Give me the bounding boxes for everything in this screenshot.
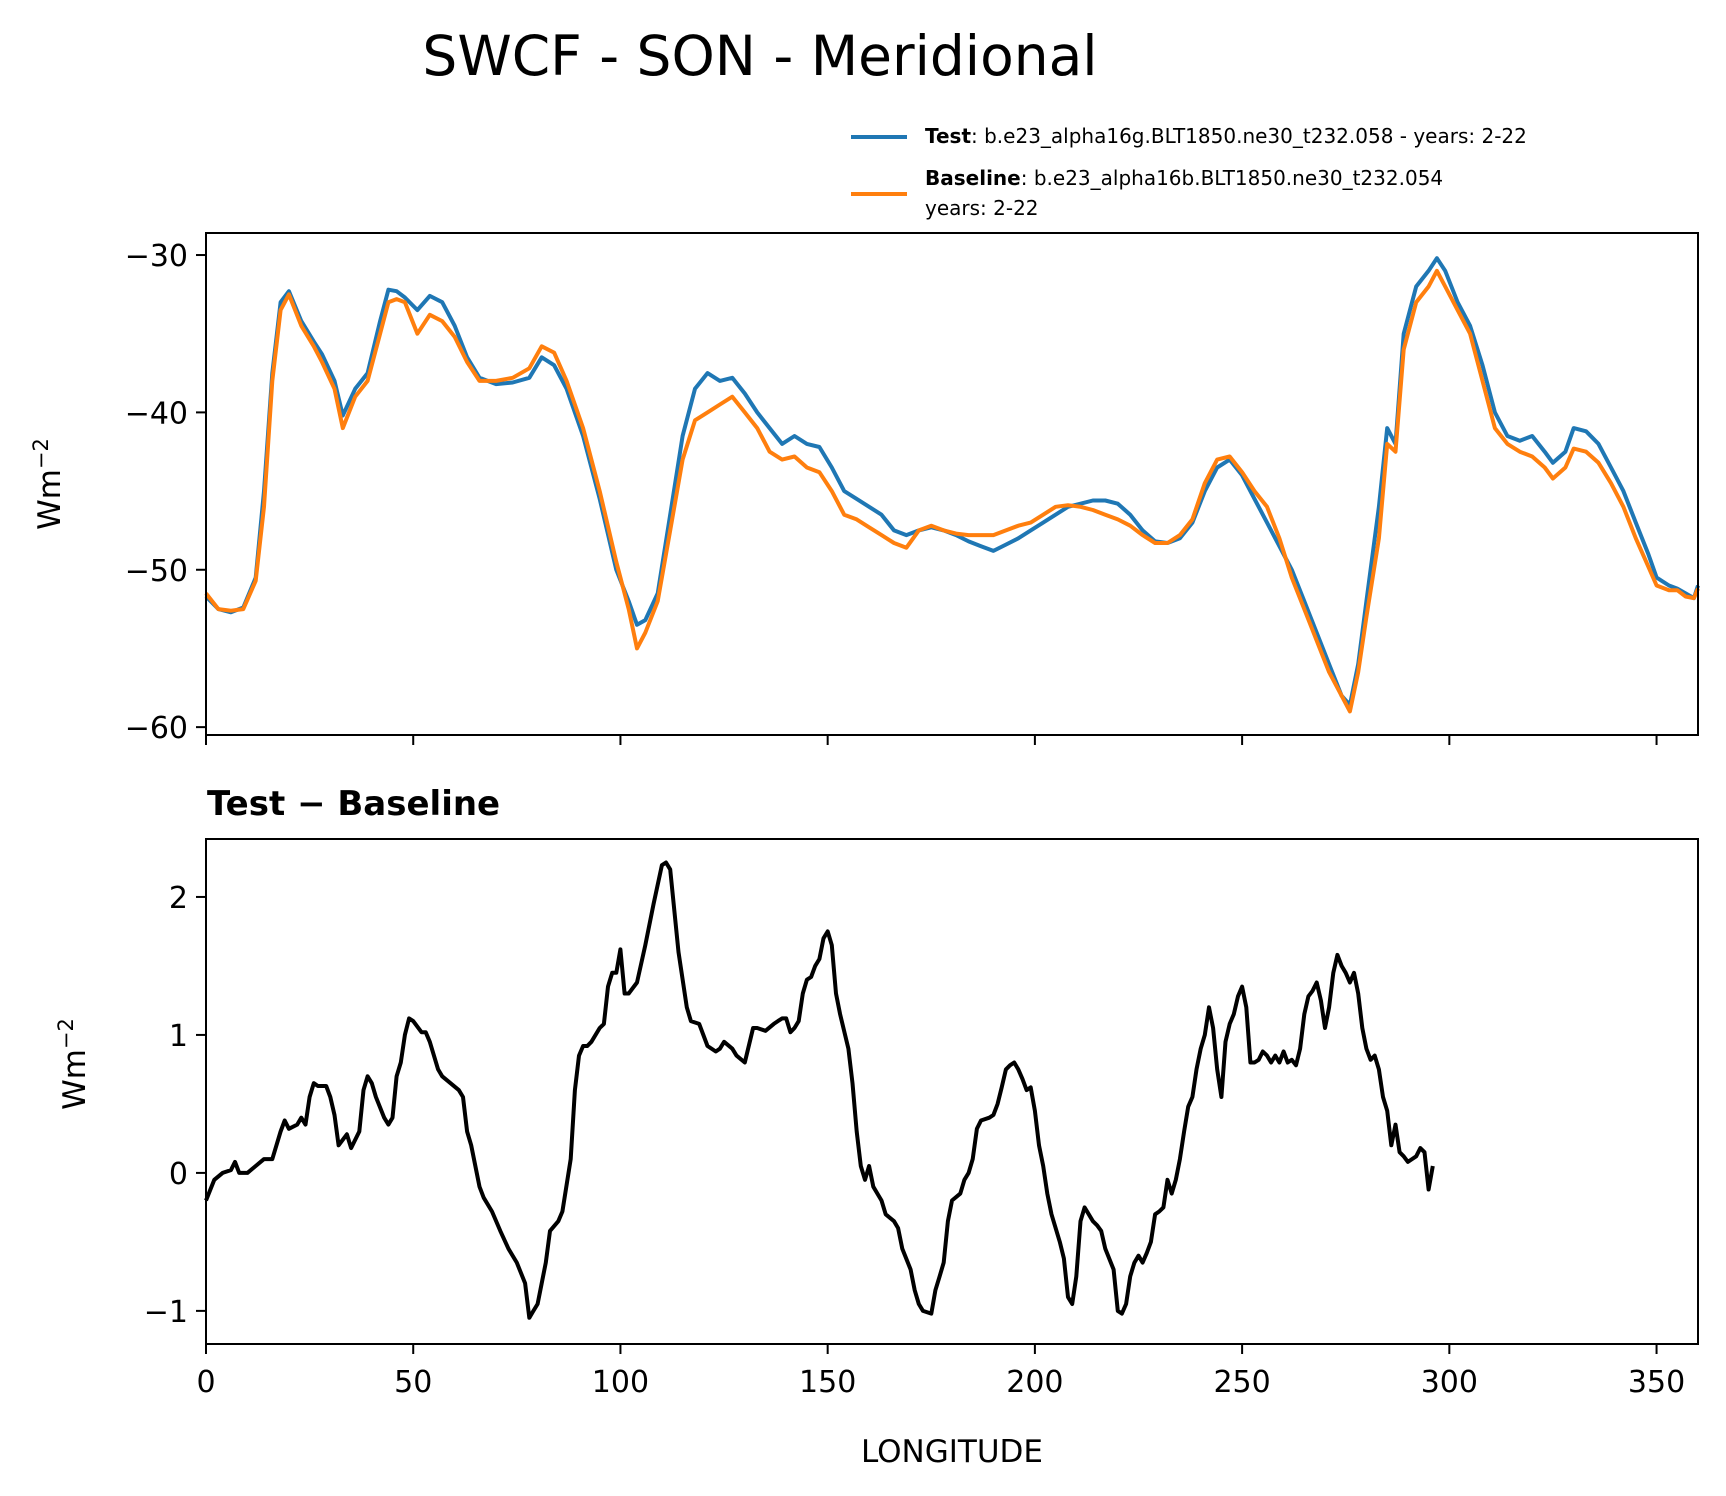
top-y-tick-label: −40 xyxy=(125,396,188,431)
x-axis-label: LONGITUDE xyxy=(861,1434,1043,1470)
bottom-series-test-baseline-line xyxy=(204,860,1435,1320)
bottom-plot-frame xyxy=(205,838,1699,1345)
bottom-series-lines xyxy=(204,860,1435,1320)
top-y-axis: −30 −40 −50 −60 xyxy=(125,239,206,746)
bottom-x-tick-label: 300 xyxy=(1421,1365,1478,1400)
legend-baseline-years: years: 2-22 xyxy=(925,196,1039,220)
bottom-x-tick-label: 150 xyxy=(799,1365,856,1400)
top-ylabel-base: Wm xyxy=(32,469,68,530)
top-y-tick-label: −50 xyxy=(125,554,188,589)
top-panel: −30 −40 −50 −60 Wm−2 xyxy=(29,232,1700,746)
top-x-axis xyxy=(205,735,1658,745)
bottom-x-tick-label: 250 xyxy=(1213,1365,1270,1400)
top-series-test-line xyxy=(204,256,1700,708)
top-y-tick-label: −30 xyxy=(125,239,188,274)
bottom-y-tick-label: 0 xyxy=(169,1157,188,1192)
bottom-y-tick-label: −1 xyxy=(144,1295,188,1330)
legend-baseline-name: Baseline xyxy=(925,166,1021,190)
bottom-y-axis: 2 1 0 −1 xyxy=(144,881,206,1330)
bottom-x-tick-label: 50 xyxy=(394,1365,432,1400)
legend-baseline-text: : b.e23_alpha16b.BLT1850.ne30_t232.054 xyxy=(1021,166,1443,190)
top-ylabel-sup: −2 xyxy=(29,438,53,469)
top-y-axis-label: Wm−2 xyxy=(29,438,68,530)
legend-entry-test: Test: b.e23_alpha16g.BLT1850.ne30_t232.0… xyxy=(925,124,1527,148)
legend: Test: b.e23_alpha16g.BLT1850.ne30_t232.0… xyxy=(851,124,1527,220)
top-series-lines xyxy=(204,256,1700,714)
top-series-baseline-line xyxy=(204,268,1700,714)
bottom-ylabel-base: Wm xyxy=(57,1049,93,1110)
bottom-x-tick-label: 200 xyxy=(1006,1365,1063,1400)
bottom-x-tick-label: 100 xyxy=(592,1365,649,1400)
bottom-x-tick-label: 0 xyxy=(196,1365,215,1400)
bottom-x-axis: 0 50 100 150 200 250 300 350 xyxy=(196,1344,1685,1400)
bottom-y-axis-label: Wm−2 xyxy=(54,1018,93,1110)
top-y-tick-label: −60 xyxy=(125,711,188,746)
bottom-panel: 210−1 0 50 100 150 200 250 300 350 Wm−2 LONGITU… xyxy=(54,838,1699,1470)
top-plot-frame xyxy=(205,232,1699,736)
legend-test-name: Test xyxy=(925,124,971,148)
bottom-ylabel-sup: −2 xyxy=(54,1018,78,1049)
bottom-x-tick-label: 350 xyxy=(1628,1365,1685,1400)
bottom-y-tick-label: 2 xyxy=(169,881,188,916)
difference-panel-title: Test − Baseline xyxy=(207,784,500,824)
bottom-y-tick-label: 1 xyxy=(169,1019,188,1054)
chart-title: SWCF - SON - Meridional xyxy=(422,24,1097,88)
legend-test-text: : b.e23_alpha16g.BLT1850.ne30_t232.058 -… xyxy=(971,124,1527,148)
legend-entry-baseline: Baseline: b.e23_alpha16b.BLT1850.ne30_t2… xyxy=(925,166,1443,190)
